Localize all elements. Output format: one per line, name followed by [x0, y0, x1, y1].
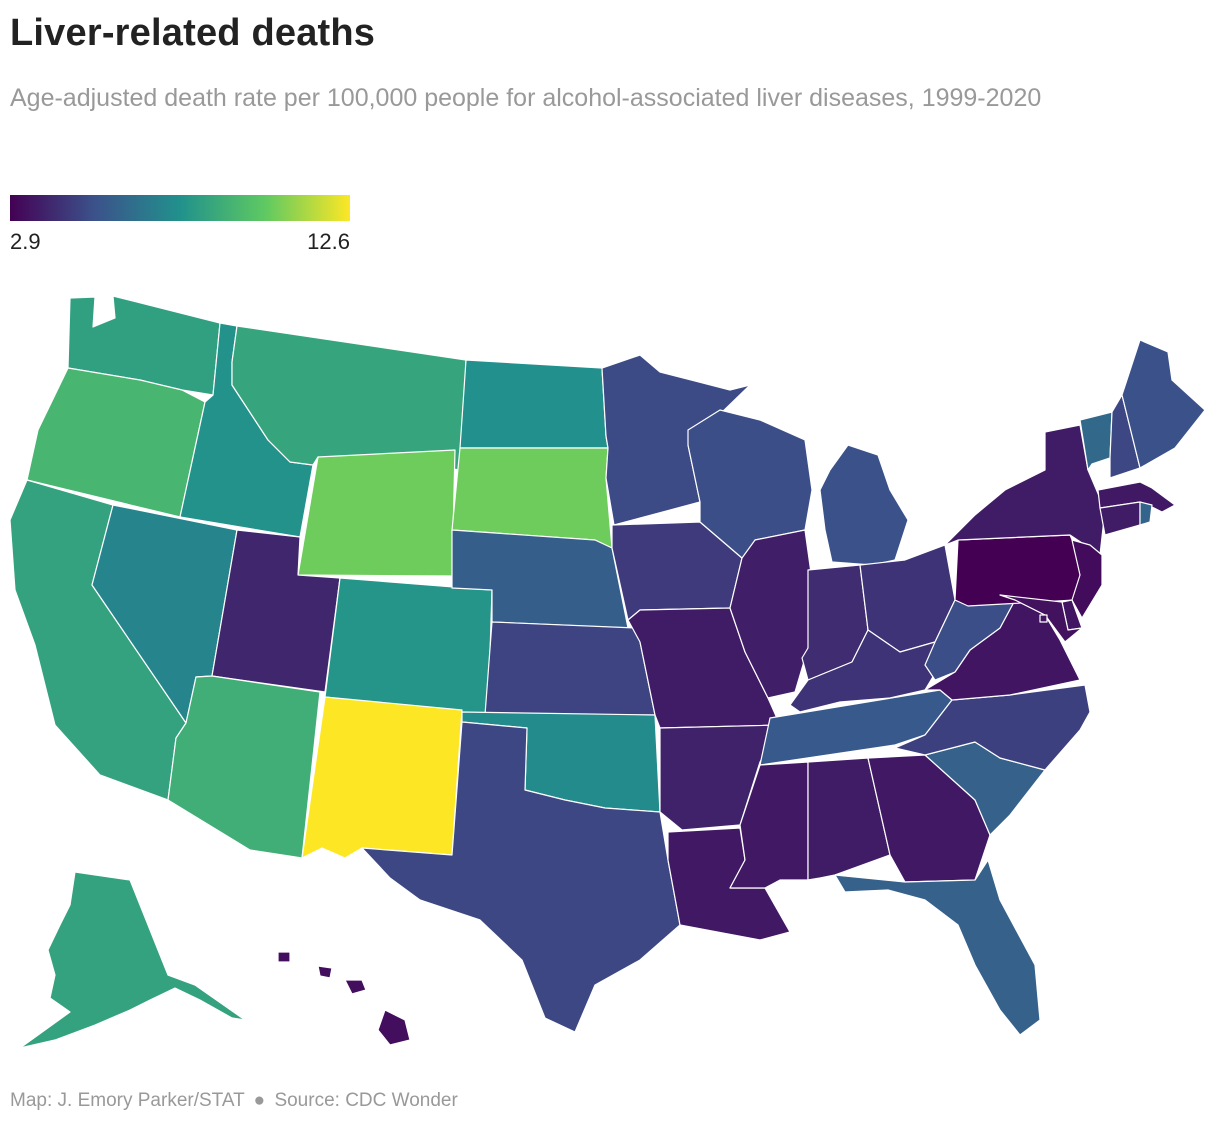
state-az: [167, 675, 321, 859]
state-ct: [1099, 501, 1141, 536]
source-credit: Source: CDC Wonder: [274, 1090, 458, 1111]
state-pa: [954, 534, 1086, 607]
state-nh: [1109, 394, 1141, 479]
page-subtitle: Age-adjusted death rate per 100,000 peop…: [10, 84, 1042, 112]
state-mi: [819, 444, 909, 566]
state-md: [999, 594, 1083, 643]
separator-dot-icon: ●: [253, 1090, 266, 1111]
legend-max-label: 12.6: [307, 229, 350, 254]
state-ri: [1139, 501, 1153, 526]
legend-min-label: 2.9: [10, 229, 41, 254]
map-credit: Map: J. Emory Parker/STAT: [10, 1090, 245, 1111]
state-nc: [894, 684, 1091, 771]
state-co: [324, 577, 493, 717]
state-hi-maui: [344, 979, 367, 995]
legend-gradient-bar: [10, 195, 350, 221]
state-dc: [1039, 614, 1048, 623]
state-wy: [297, 449, 456, 577]
state-ak: [19, 871, 246, 1049]
state-nj: [1071, 539, 1103, 619]
state-ks: [484, 621, 656, 716]
state-il: [729, 529, 813, 699]
state-mo: [627, 607, 781, 729]
state-nd: [459, 359, 609, 449]
state-fl: [834, 859, 1041, 1036]
state-hi: [377, 1009, 411, 1046]
state-ny: [944, 424, 1106, 556]
state-nm: [301, 696, 463, 859]
state-hi-kauai: [277, 951, 291, 963]
state-me: [1121, 339, 1206, 469]
us-choropleth-map: [9, 295, 1206, 1049]
state-vt: [1079, 411, 1113, 471]
state-hi-oahu: [317, 965, 333, 979]
page-title: Liver-related deaths: [10, 12, 376, 54]
state-tx: [361, 721, 681, 1033]
footer-credit: Map: J. Emory Parker/STAT ● Source: CDC …: [10, 1090, 458, 1112]
color-legend: 2.9 12.6: [10, 195, 350, 259]
